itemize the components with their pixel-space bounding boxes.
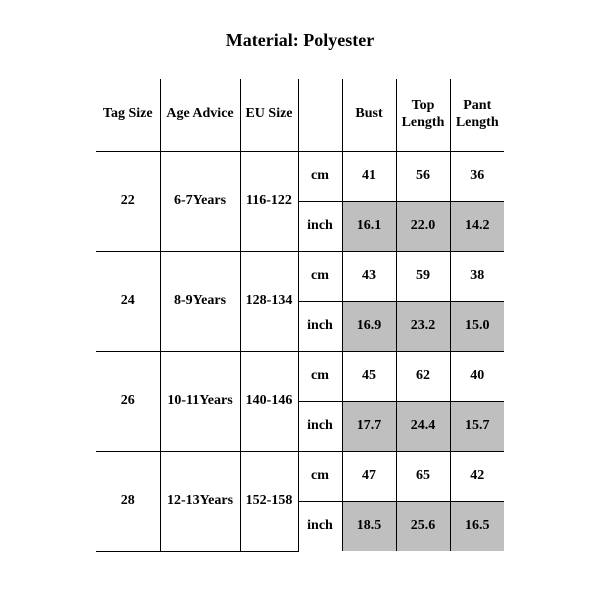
col-spacer — [298, 79, 342, 151]
cell-pant-cm: 42 — [450, 451, 504, 501]
cell-bust-inch: 16.9 — [342, 301, 396, 351]
cell-eu: 140-146 — [240, 351, 298, 451]
cell-age: 6-7Years — [160, 151, 240, 251]
cell-top-inch: 23.2 — [396, 301, 450, 351]
cell-eu: 116-122 — [240, 151, 298, 251]
cell-top-inch: 25.6 — [396, 501, 450, 551]
cell-unit-inch: inch — [298, 201, 342, 251]
cell-pant-inch: 15.7 — [450, 401, 504, 451]
col-bust: Bust — [342, 79, 396, 151]
cell-eu: 152-158 — [240, 451, 298, 551]
cell-top-inch: 24.4 — [396, 401, 450, 451]
header-row: Tag Size Age Advice EU Size Bust Top Len… — [96, 79, 504, 151]
table-row: 24 8-9Years 128-134 cm 43 59 38 — [96, 251, 504, 301]
cell-unit-cm: cm — [298, 251, 342, 301]
cell-bust-inch: 18.5 — [342, 501, 396, 551]
cell-tag: 28 — [96, 451, 160, 551]
cell-age: 12-13Years — [160, 451, 240, 551]
cell-bust-inch: 17.7 — [342, 401, 396, 451]
cell-unit-cm: cm — [298, 351, 342, 401]
cell-bust-inch: 16.1 — [342, 201, 396, 251]
cell-top-cm: 59 — [396, 251, 450, 301]
cell-bust-cm: 45 — [342, 351, 396, 401]
cell-pant-cm: 40 — [450, 351, 504, 401]
table-row: 26 10-11Years 140-146 cm 45 62 40 — [96, 351, 504, 401]
col-age: Age Advice — [160, 79, 240, 151]
cell-pant-inch: 16.5 — [450, 501, 504, 551]
cell-bust-cm: 43 — [342, 251, 396, 301]
cell-top-cm: 56 — [396, 151, 450, 201]
cell-top-cm: 65 — [396, 451, 450, 501]
cell-top-cm: 62 — [396, 351, 450, 401]
col-top: Top Length — [396, 79, 450, 151]
cell-pant-cm: 38 — [450, 251, 504, 301]
cell-eu: 128-134 — [240, 251, 298, 351]
table-row: 28 12-13Years 152-158 cm 47 65 42 — [96, 451, 504, 501]
cell-unit-cm: cm — [298, 451, 342, 501]
cell-tag: 22 — [96, 151, 160, 251]
cell-unit-inch: inch — [298, 301, 342, 351]
cell-pant-inch: 15.0 — [450, 301, 504, 351]
cell-tag: 26 — [96, 351, 160, 451]
cell-pant-inch: 14.2 — [450, 201, 504, 251]
col-tag: Tag Size — [96, 79, 160, 151]
cell-unit-cm: cm — [298, 151, 342, 201]
material-title: Material: Polyester — [0, 30, 600, 51]
size-table: Tag Size Age Advice EU Size Bust Top Len… — [96, 79, 504, 552]
cell-age: 10-11Years — [160, 351, 240, 451]
cell-top-inch: 22.0 — [396, 201, 450, 251]
table-row: 22 6-7Years 116-122 cm 41 56 36 — [96, 151, 504, 201]
cell-unit-inch: inch — [298, 401, 342, 451]
cell-bust-cm: 47 — [342, 451, 396, 501]
page: Material: Polyester Tag Size Age Advice … — [0, 0, 600, 600]
cell-age: 8-9Years — [160, 251, 240, 351]
col-pant: Pant Length — [450, 79, 504, 151]
cell-unit-inch: inch — [298, 501, 342, 551]
cell-bust-cm: 41 — [342, 151, 396, 201]
cell-tag: 24 — [96, 251, 160, 351]
cell-pant-cm: 36 — [450, 151, 504, 201]
col-eu: EU Size — [240, 79, 298, 151]
